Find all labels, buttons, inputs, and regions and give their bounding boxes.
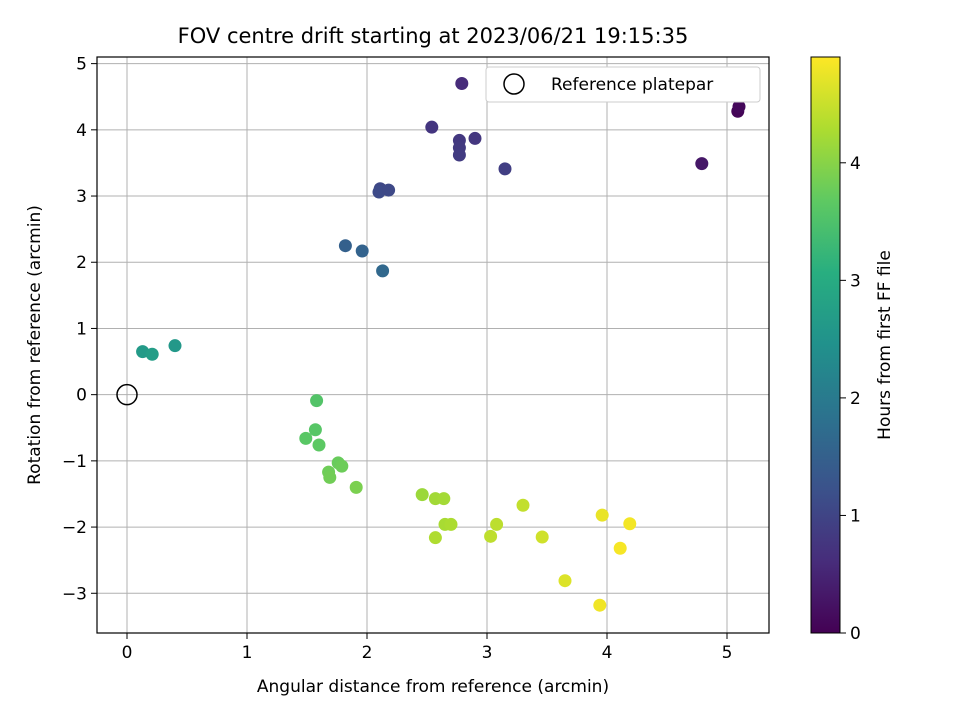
data-point — [732, 100, 746, 114]
y-tick-label: −1 — [62, 452, 87, 472]
x-tick-label: 3 — [482, 643, 493, 663]
y-axis-label: Rotation from reference (arcmin) — [25, 205, 45, 485]
data-points — [116, 76, 746, 612]
data-point — [312, 438, 326, 452]
data-point — [452, 148, 466, 162]
x-tick-label: 2 — [362, 643, 373, 663]
x-tick-label: 4 — [602, 643, 613, 663]
data-point — [535, 530, 549, 544]
data-point — [338, 239, 352, 253]
data-point — [516, 498, 530, 512]
y-tick-label: −3 — [62, 584, 87, 604]
y-tick-label: 0 — [76, 386, 87, 406]
data-point — [382, 183, 396, 197]
colorbar-tick-label: 3 — [850, 271, 861, 291]
data-point — [613, 541, 627, 555]
data-point — [310, 394, 324, 408]
colorbar-tick-label: 2 — [850, 389, 861, 409]
legend: Reference platepar — [485, 66, 761, 103]
data-point — [498, 162, 512, 176]
y-tick-label: −2 — [62, 518, 87, 538]
data-point — [623, 517, 637, 531]
colorbar-label: Hours from first FF file — [875, 250, 895, 440]
data-point — [468, 131, 482, 145]
data-point — [437, 492, 451, 506]
legend-box — [485, 66, 761, 103]
data-point — [595, 508, 609, 522]
data-point — [444, 517, 458, 531]
data-point — [415, 488, 429, 502]
data-point — [593, 598, 607, 612]
colorbar: 0 1 2 3 4 Hours from first FF file — [810, 56, 895, 644]
x-axis-label: Angular distance from reference (arcmin) — [257, 677, 609, 697]
data-point — [355, 244, 369, 258]
data-point — [455, 76, 469, 90]
data-point — [323, 470, 337, 484]
colorbar-tick-label: 4 — [850, 154, 861, 174]
colorbar-tick-label: 1 — [850, 506, 861, 526]
data-point — [349, 480, 363, 494]
data-point — [299, 431, 313, 445]
data-point — [695, 157, 709, 171]
y-tick-label: 4 — [76, 121, 87, 141]
legend-label: Reference platepar — [551, 75, 713, 95]
axes: 0 1 2 3 4 5 −3 −2 −1 0 1 2 3 4 5 — [62, 55, 732, 663]
y-tick-label: 2 — [76, 253, 87, 273]
data-point — [428, 531, 442, 545]
y-tick-label: 3 — [76, 187, 87, 207]
y-tick-label: 5 — [76, 55, 87, 75]
plot-frame — [96, 56, 770, 634]
data-point — [484, 529, 498, 543]
data-point — [490, 517, 504, 531]
x-tick-label: 0 — [122, 643, 133, 663]
data-point — [558, 574, 572, 588]
reference-platepar-marker — [116, 383, 138, 406]
y-tick-label: 1 — [76, 319, 87, 339]
x-tick-label: 1 — [242, 643, 253, 663]
data-point — [308, 423, 322, 437]
data-point — [425, 120, 439, 134]
colorbar-gradient — [810, 56, 841, 634]
x-tick-label: 5 — [722, 643, 733, 663]
colorbar-ticks: 0 1 2 3 4 — [840, 154, 861, 644]
data-point — [145, 347, 159, 361]
legend-marker-icon — [503, 73, 525, 95]
chart-title: FOV centre drift starting at 2023/06/21 … — [178, 24, 689, 48]
data-point — [376, 264, 390, 278]
data-point — [168, 339, 182, 353]
grid-lines — [97, 57, 769, 633]
colorbar-tick-label: 0 — [850, 624, 861, 644]
data-point — [335, 459, 349, 473]
